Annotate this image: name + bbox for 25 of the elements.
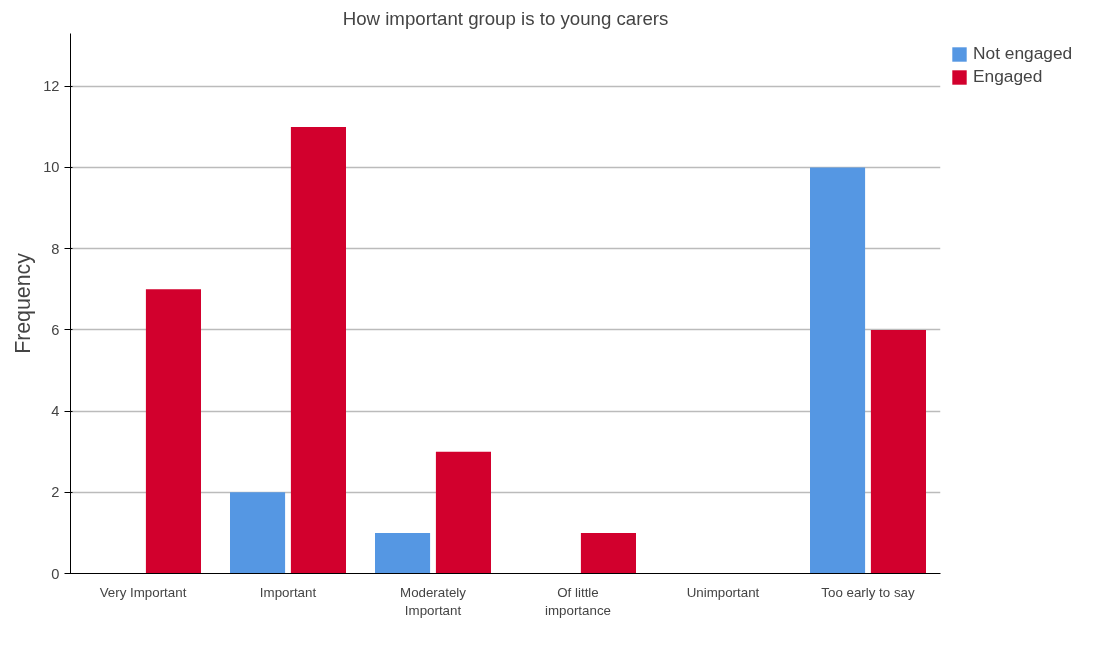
y-tick-label: 2 (51, 484, 60, 501)
bar (580, 532, 636, 574)
y-tick-label: 4 (51, 403, 60, 420)
bar (435, 451, 491, 574)
y-tick-label: 6 (51, 321, 60, 338)
bar (810, 167, 866, 574)
y-tick-label: 0 (51, 565, 60, 582)
y-tick-label: 10 (43, 159, 60, 176)
x-tick-label: Moderately Important (400, 584, 467, 618)
bar (145, 289, 201, 574)
x-tick-label: Important (259, 584, 317, 600)
legend-label: Engaged (973, 66, 1043, 87)
y-tick-label: 8 (51, 240, 60, 257)
bar (870, 329, 926, 574)
x-tick-label: Very Important (99, 584, 187, 600)
x-tick-label: Of little importance (545, 584, 611, 618)
x-tick-label: Too early to say (821, 584, 916, 600)
bar (375, 532, 431, 574)
x-tick-label: Unimportant (686, 584, 760, 600)
bar (290, 126, 346, 574)
y-tick-label: 12 (43, 78, 60, 95)
bar (230, 492, 286, 574)
legend-label: Not engaged (973, 43, 1073, 64)
chart-title: How important group is to young carers (342, 7, 669, 29)
y-axis-title: Frequency (11, 252, 36, 354)
